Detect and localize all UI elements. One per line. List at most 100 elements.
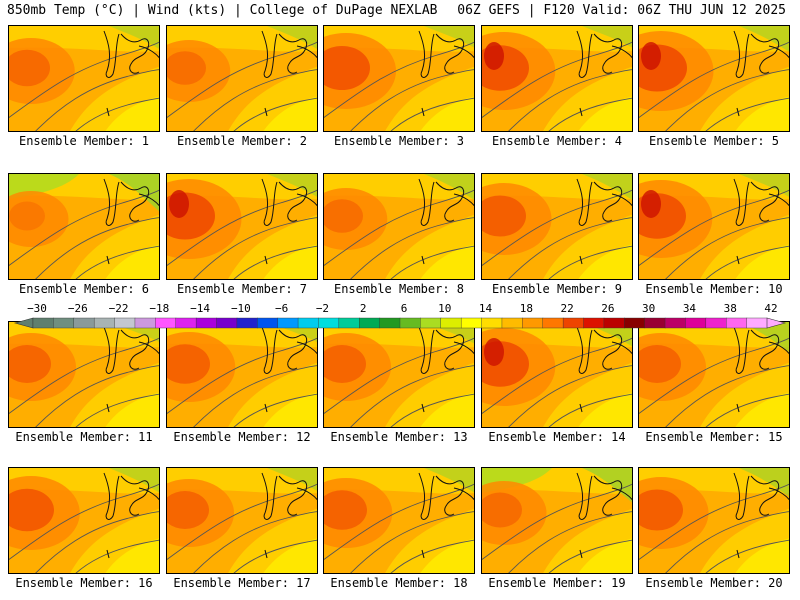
- colorbar-swatch: [134, 317, 156, 329]
- ensemble-map-panel: [638, 321, 790, 428]
- ensemble-member-label: Ensemble Member: 3: [333, 134, 465, 148]
- colorbar-swatch: [644, 317, 666, 329]
- ensemble-member-label: Ensemble Member: 15: [645, 430, 783, 444]
- colorbar-swatch: [624, 317, 646, 329]
- colorbar-swatch: [664, 317, 686, 329]
- temperature-field-map: [324, 468, 474, 573]
- colorbar-swatch: [460, 317, 483, 329]
- colorbar-swatch: [318, 317, 340, 329]
- colorbar-swatch: [379, 317, 401, 329]
- colorbar-tick-label: 18: [519, 302, 533, 315]
- colorbar-tick-label: −14: [190, 302, 211, 315]
- temperature-field-map: [167, 322, 317, 427]
- map-title: 850mb Temp (°C) | Wind (kts) | College o…: [7, 3, 438, 18]
- ensemble-member-label: Ensemble Member: 10: [645, 282, 783, 296]
- colorbar-tick-label: 14: [478, 302, 493, 315]
- colorbar-swatch: [93, 317, 116, 329]
- colorbar-swatch: [114, 317, 136, 329]
- ensemble-member-label: Ensemble Member: 1: [18, 134, 150, 148]
- colorbar-swatch: [705, 317, 727, 329]
- colorbar-swatch: [522, 317, 544, 329]
- colorbar-swatch: [236, 317, 258, 329]
- colorbar-swatch: [155, 317, 177, 329]
- ensemble-member-label: Ensemble Member: 4: [491, 134, 623, 148]
- ensemble-member-label: Ensemble Member: 2: [176, 134, 308, 148]
- colorbar-swatches: [13, 317, 787, 329]
- colorbar-swatch: [216, 317, 238, 329]
- colorbar-tick-label: −18: [149, 302, 170, 315]
- colorbar-tick-label: 22: [560, 302, 574, 315]
- ensemble-map-panel: [8, 467, 160, 574]
- ensemble-map-panel: [481, 25, 633, 132]
- colorbar-swatch: [542, 317, 564, 329]
- colorbar-tick-label: 34: [682, 302, 697, 315]
- temperature-field-map: [639, 468, 789, 573]
- colorbar-swatch: [399, 317, 421, 329]
- model-run-label: 06Z GEFS | F120 Valid: 06Z THU JUN 12 20…: [457, 3, 786, 18]
- ensemble-map-panel: [323, 25, 475, 132]
- ensemble-map-panel: [323, 467, 475, 574]
- colorbar-swatch: [562, 317, 584, 329]
- ensemble-map-panel: [638, 25, 790, 132]
- colorbar-tick-label: −2: [315, 302, 330, 315]
- ensemble-member-label: Ensemble Member: 14: [488, 430, 626, 444]
- colorbar-swatch: [277, 317, 299, 329]
- temperature-field-map: [324, 322, 474, 427]
- colorbar-tick-label: 42: [764, 302, 778, 315]
- temperature-field-map: [324, 26, 474, 131]
- temperature-field-map: [9, 174, 159, 279]
- ensemble-map-panel: [8, 25, 160, 132]
- colorbar-tick-label: 30: [642, 302, 656, 315]
- colorbar-swatch: [746, 317, 768, 329]
- colorbar-swatch: [726, 317, 748, 329]
- colorbar-swatch: [257, 317, 279, 329]
- ensemble-member-label: Ensemble Member: 13: [330, 430, 468, 444]
- ensemble-map-panel: [323, 321, 475, 428]
- colorbar-swatch: [175, 317, 197, 329]
- colorbar-tick-label: 10: [438, 302, 452, 315]
- colorbar-tick-label: −30: [27, 302, 47, 315]
- colorbar-swatch: [420, 317, 442, 329]
- temperature-colorbar: −30 −26 −22 −18 −14 −10 −6 −2 2 6 10 14 18 22 26 30 34 38…: [5, 302, 795, 332]
- ensemble-member-label: Ensemble Member: 8: [333, 282, 465, 296]
- ensemble-member-label: Ensemble Member: 19: [488, 576, 626, 590]
- ensemble-map-panel: [8, 321, 160, 428]
- ensemble-member-label: Ensemble Member: 9: [491, 282, 623, 296]
- colorbar-swatch: [685, 317, 707, 329]
- ensemble-map-panel: [323, 173, 475, 280]
- colorbar-tick-label: −6: [275, 302, 289, 315]
- ensemble-map-panel: [638, 173, 790, 280]
- temperature-field-map: [639, 174, 789, 279]
- ensemble-map-panel: [166, 25, 318, 132]
- temperature-field-map: [639, 322, 789, 427]
- ensemble-map-panel: [638, 467, 790, 574]
- ensemble-map-panel: [481, 173, 633, 280]
- colorbar-swatch: [359, 317, 381, 329]
- colorbar-swatch: [603, 317, 625, 329]
- temperature-field-map: [482, 468, 632, 573]
- temperature-field-map: [167, 174, 317, 279]
- ensemble-member-label: Ensemble Member: 7: [176, 282, 308, 296]
- temperature-field-map: [324, 174, 474, 279]
- temperature-field-map: [482, 26, 632, 131]
- colorbar-swatch: [481, 317, 503, 329]
- ensemble-member-label: Ensemble Member: 11: [15, 430, 153, 444]
- colorbar-tick-labels: −30 −26 −22 −18 −14 −10 −6 −2 2 6 10 14 18 22 26 30 34 38…: [5, 302, 795, 316]
- temperature-field-map: [482, 174, 632, 279]
- ensemble-map-panel: [166, 467, 318, 574]
- colorbar-tick-label: 26: [601, 302, 615, 315]
- temperature-field-map: [167, 26, 317, 131]
- colorbar-swatch: [73, 317, 95, 329]
- colorbar-swatch: [32, 317, 54, 329]
- colorbar-swatch: [501, 317, 523, 329]
- ensemble-map-panel: [481, 467, 633, 574]
- colorbar-swatch: [53, 317, 75, 329]
- colorbar-tick-label: 6: [400, 302, 408, 315]
- ensemble-member-label: Ensemble Member: 20: [645, 576, 783, 590]
- ensemble-member-label: Ensemble Member: 17: [173, 576, 311, 590]
- colorbar-tick-label: −26: [67, 302, 88, 315]
- ensemble-member-label: Ensemble Member: 12: [173, 430, 311, 444]
- temperature-field-map: [639, 26, 789, 131]
- colorbar-swatch: [583, 317, 605, 329]
- ensemble-member-label: Ensemble Member: 5: [648, 134, 780, 148]
